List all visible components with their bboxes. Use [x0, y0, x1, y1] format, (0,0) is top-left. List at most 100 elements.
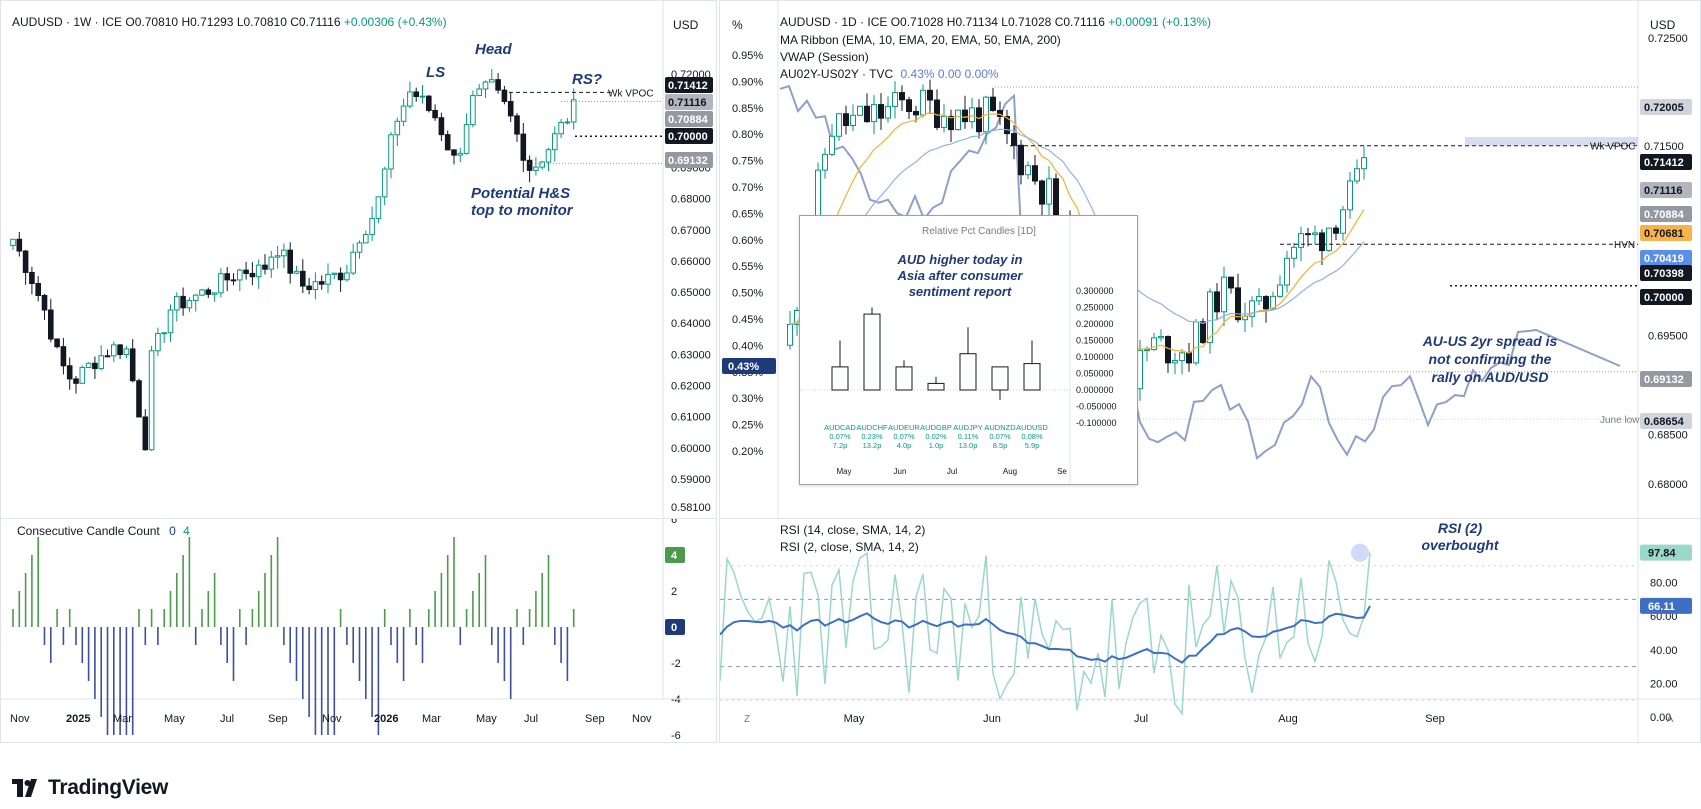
spread-legend[interactable]: AU02Y-US02Y · TVC 0.43% 0.00 0.00%: [780, 67, 999, 81]
weekly-candle-body: [199, 289, 205, 296]
right-change: +0.00091 (+0.13%): [1108, 15, 1212, 29]
daily-candle-body: [829, 135, 835, 155]
left-price-badge: [665, 111, 713, 127]
rsi-ytick: 20.00: [1650, 678, 1678, 690]
daily-candle-body: [906, 99, 912, 112]
inset-ytick: 0.100000: [1076, 352, 1114, 362]
daily-candle-body: [976, 107, 982, 133]
right-xtick: Aug: [1278, 713, 1298, 725]
daily-candle-body: [990, 96, 996, 111]
left-price-badge-text: 0.71412: [668, 80, 708, 92]
rsi2-line: [720, 551, 1371, 716]
inset-pct-label: 0.23%: [861, 432, 883, 441]
weekly-candle-body: [426, 95, 432, 111]
rsi2-legend[interactable]: RSI (2, close, SMA, 14, 2): [780, 540, 919, 554]
left-xtick: Jul: [220, 713, 234, 725]
right-ytick: 0.68500: [1648, 429, 1688, 441]
weekly-candle-body: [98, 355, 105, 370]
weekly-candle-body: [60, 346, 67, 367]
inset-pips-label: 7.2p: [833, 441, 848, 450]
right-price-badge: [1640, 413, 1692, 429]
weekly-candle-body: [507, 100, 514, 117]
weekly-candle-body: [463, 124, 470, 154]
inset-ytick: -0.100000: [1076, 418, 1117, 428]
left-price-badge: [665, 128, 713, 144]
pct-ytick: 0.45%: [732, 314, 763, 326]
daily-candle-body: [1039, 180, 1045, 205]
daily-candle-body: [1326, 227, 1332, 252]
rsi-ytick: 80.00: [1650, 578, 1678, 590]
candle-count-badge-zero: [665, 619, 685, 635]
weekly-candle-body: [148, 350, 155, 451]
daily-candle-body: [1179, 352, 1185, 362]
inset-pct-label: 0.07%: [989, 432, 1011, 441]
inset-pair-label: AUDEUR: [888, 423, 920, 432]
pct-ytick: 0.30%: [732, 393, 763, 405]
candle-count-title[interactable]: Consecutive Candle Count: [17, 524, 160, 538]
left-weekly-chart[interactable]: 0.720000.710000.700000.690000.680000.670…: [1, 1, 718, 521]
inset-candle-body: [831, 366, 849, 391]
inset-pct-label: 0.07%: [829, 432, 851, 441]
daily-candle-body: [920, 89, 926, 116]
rsi-chart[interactable]: 80.00 60.00 40.00 20.00 0.00 97.84 66.11 RSI (2…: [720, 519, 1701, 744]
candle-count-v2: 4: [183, 524, 190, 538]
left-ytick: 0.66000: [671, 256, 711, 268]
left-price-badge-text: 0.70884: [668, 114, 709, 126]
left-symbol[interactable]: AUDUSD: [12, 15, 63, 29]
inset-xtick: Se: [1057, 467, 1067, 476]
weekly-candle-body: [66, 365, 73, 380]
weekly-candle-body: [123, 348, 130, 356]
inset-note-3: sentiment report: [909, 284, 1012, 299]
weekly-candle-body: [129, 348, 136, 382]
ema-20-line: [789, 128, 1365, 326]
inset-candle-body: [959, 353, 977, 391]
candle-count-ytick: -6: [671, 730, 681, 742]
inset-candle-body: [895, 366, 913, 391]
daily-candle-body: [1270, 295, 1276, 310]
daily-candle-body: [1235, 287, 1241, 321]
right-open: O0.71028: [890, 15, 944, 29]
daily-candle-body: [899, 92, 905, 101]
daily-candle-body: [955, 109, 961, 131]
ma-ribbon-legend[interactable]: MA Ribbon (EMA, 10, EMA, 20, EMA, 50, EM…: [780, 33, 1061, 47]
inset-pct-label: 0.11%: [958, 432, 979, 441]
right-symbol[interactable]: AUDUSD: [780, 15, 831, 29]
daily-candle-body: [1151, 337, 1157, 351]
daily-candle-body: [1291, 246, 1297, 259]
right-price-badge: [1640, 99, 1692, 115]
left-xtick: Nov: [322, 713, 342, 725]
weekly-candle-body: [438, 117, 445, 136]
right-exchange: ICE: [867, 15, 888, 29]
inset-ytick: 0.150000: [1076, 336, 1114, 346]
weekly-candle-body: [312, 281, 319, 290]
daily-candle-body: [1137, 349, 1143, 390]
consecutive-candle-chart[interactable]: 6420-2-4-640Nov2025MarMayJulSepNov2026Ma…: [1, 519, 718, 744]
pct-ytick: 0.95%: [732, 50, 763, 62]
weekly-candle-body: [167, 309, 174, 334]
right-price-badge-text: 0.70419: [1644, 253, 1684, 265]
weekly-candle-body: [249, 272, 256, 278]
daily-candle-body: [927, 89, 933, 101]
right-price-badge: [1640, 265, 1692, 281]
weekly-candle-body: [218, 273, 224, 294]
weekly-candle-body: [79, 366, 86, 384]
candle-count-legend: Consecutive Candle Count 0 4: [17, 524, 190, 538]
right-ytick: 0.72500: [1648, 33, 1688, 45]
annotation-head: Head: [475, 41, 513, 58]
inset-xtick: May: [836, 467, 851, 476]
weekly-candle-body: [255, 264, 262, 278]
vwap-legend[interactable]: VWAP (Session): [780, 50, 869, 64]
right-price-badge-text: 0.70884: [1644, 209, 1685, 221]
pct-label: %: [732, 18, 743, 32]
pct-ytick: 0.70%: [732, 182, 763, 194]
tradingview-logo[interactable]: TradingView: [12, 776, 168, 800]
daily-candle-body: [1347, 180, 1353, 211]
rsi14-legend[interactable]: RSI (14, close, SMA, 14, 2): [780, 523, 926, 537]
inset-pair-label: AUDGBP: [920, 423, 952, 432]
inset-pips-label: 5.9p: [1025, 441, 1040, 450]
weekly-candle-body: [205, 289, 212, 295]
inset-pct-label: 0.08%: [1021, 432, 1043, 441]
daily-candle-body: [885, 105, 891, 119]
inset-ytick: 0.250000: [1076, 303, 1114, 313]
candle-count-ytick: -4: [671, 694, 681, 706]
